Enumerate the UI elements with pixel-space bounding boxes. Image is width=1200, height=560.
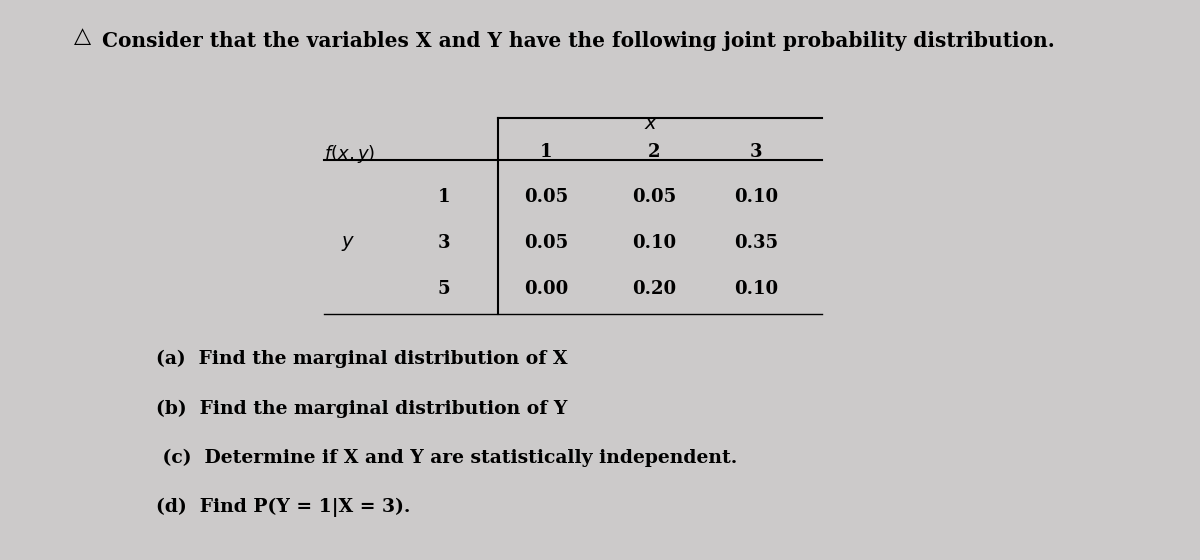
Text: △: △ [74,25,91,47]
Text: Consider that the variables X and Y have the following joint probability distrib: Consider that the variables X and Y have… [102,31,1055,51]
Text: 0.10: 0.10 [734,188,778,206]
Text: $f(x,y)$: $f(x,y)$ [324,143,376,165]
Text: 0.10: 0.10 [734,280,778,298]
Text: 1: 1 [438,188,450,206]
Text: 0.05: 0.05 [524,188,568,206]
Text: 0.05: 0.05 [524,234,568,252]
Text: 0.20: 0.20 [632,280,676,298]
Text: 1: 1 [540,143,552,161]
Text: $y$: $y$ [341,234,355,253]
Text: 3: 3 [750,143,762,161]
Text: 0.00: 0.00 [524,280,568,298]
Text: 5: 5 [438,280,450,298]
Text: (d)  Find P(Y = 1|X = 3).: (d) Find P(Y = 1|X = 3). [156,498,410,517]
Text: (c)  Determine if X and Y are statistically independent.: (c) Determine if X and Y are statistical… [156,449,737,467]
Text: $x$: $x$ [644,115,658,133]
Text: 2: 2 [648,143,660,161]
Text: 3: 3 [438,234,450,252]
Text: (b)  Find the marginal distribution of Y: (b) Find the marginal distribution of Y [156,399,568,418]
Text: 0.10: 0.10 [632,234,676,252]
Text: (a)  Find the marginal distribution of X: (a) Find the marginal distribution of X [156,350,568,368]
Text: 0.35: 0.35 [734,234,778,252]
Text: 0.05: 0.05 [632,188,676,206]
